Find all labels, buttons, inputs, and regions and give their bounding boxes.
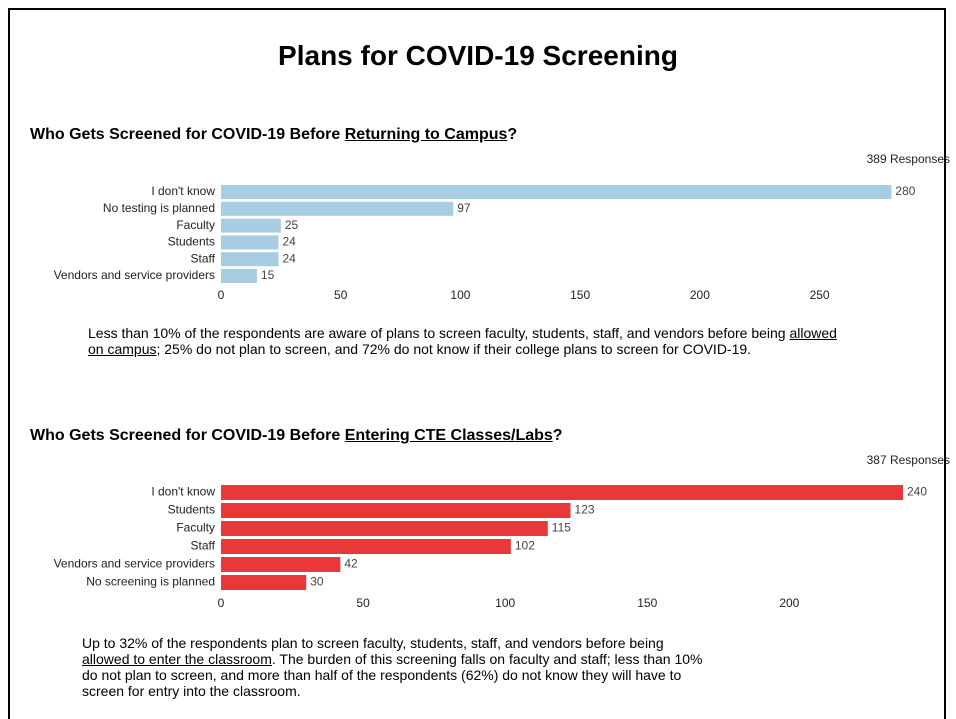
- value-label: 97: [457, 201, 471, 215]
- value-label: 15: [261, 268, 275, 282]
- category-label: Faculty: [176, 218, 215, 232]
- value-label: 240: [907, 485, 927, 499]
- value-label: 280: [895, 184, 915, 198]
- value-label: 25: [285, 218, 299, 232]
- bar: [221, 503, 571, 518]
- bar: [221, 252, 279, 267]
- heading-emphasis: Entering CTE Classes/Labs: [344, 427, 553, 444]
- x-tick-label: 0: [218, 596, 225, 610]
- chart-note: Up to 32% of the respondents plan to scr…: [82, 635, 714, 699]
- category-label: Staff: [191, 251, 216, 265]
- note-emphasis: allowed on campus: [88, 325, 837, 357]
- note-emphasis: allowed to enter the classroom: [82, 651, 272, 667]
- category-label: I don't know: [151, 184, 215, 198]
- bar: [221, 269, 257, 283]
- note-text: . The burden of this screening falls on …: [82, 651, 703, 699]
- category-label: Students: [168, 235, 215, 249]
- note-text: ; 25% do not plan to screen, and 72% do …: [156, 341, 752, 357]
- note-text: Less than 10% of the respondents are awa…: [88, 325, 790, 341]
- category-label: Staff: [191, 539, 216, 553]
- slide-title: Plans for COVID-19 Screening: [278, 40, 678, 71]
- value-label: 102: [515, 539, 535, 553]
- bar: [221, 485, 903, 500]
- heading-text: ?: [552, 427, 563, 444]
- bar: [221, 218, 281, 233]
- x-tick-label: 100: [495, 596, 515, 610]
- frame: [8, 8, 946, 719]
- heading-emphasis: Returning to Campus: [344, 126, 508, 143]
- heading-text: Who Gets Screened for COVID-19 Before: [30, 427, 345, 444]
- bar: [221, 521, 548, 536]
- x-tick-label: 50: [356, 596, 370, 610]
- value-label: 115: [552, 521, 571, 535]
- x-tick-label: 200: [779, 596, 799, 610]
- chart-heading: Who Gets Screened for COVID-19 Before En…: [30, 427, 563, 445]
- x-tick-label: 250: [810, 288, 830, 302]
- x-tick-label: 100: [450, 288, 470, 302]
- heading-text: Who Gets Screened for COVID-19 Before: [30, 126, 345, 143]
- category-label: Faculty: [176, 521, 215, 535]
- note-text: Up to 32% of the respondents plan to scr…: [82, 635, 664, 651]
- chart-heading: Who Gets Screened for COVID-19 Before Re…: [30, 126, 517, 144]
- heading-text: ?: [507, 126, 518, 143]
- category-label: Vendors and service providers: [54, 268, 215, 282]
- x-tick-label: 150: [637, 596, 657, 610]
- bar: [221, 539, 511, 554]
- x-tick-label: 200: [690, 288, 710, 302]
- value-label: 42: [344, 557, 358, 571]
- responses-label: 387 Responses: [867, 453, 950, 467]
- value-label: 30: [310, 575, 324, 589]
- category-label: Students: [168, 503, 215, 517]
- responses-label: 389 Responses: [867, 152, 950, 166]
- category-label: No screening is planned: [86, 575, 215, 589]
- category-label: No testing is planned: [103, 201, 215, 215]
- bar: [221, 201, 454, 216]
- bar: [221, 235, 279, 250]
- x-tick-label: 150: [570, 288, 590, 302]
- x-tick-label: 0: [218, 288, 225, 302]
- value-label: 123: [575, 503, 595, 517]
- bar: [221, 185, 892, 199]
- x-tick-label: 50: [334, 288, 348, 302]
- value-label: 24: [282, 251, 296, 265]
- category-label: I don't know: [151, 485, 215, 499]
- bar: [221, 575, 307, 590]
- value-label: 24: [282, 235, 296, 249]
- bar: [221, 557, 341, 572]
- category-label: Vendors and service providers: [54, 557, 215, 571]
- chart-note: Less than 10% of the respondents are awa…: [88, 325, 848, 357]
